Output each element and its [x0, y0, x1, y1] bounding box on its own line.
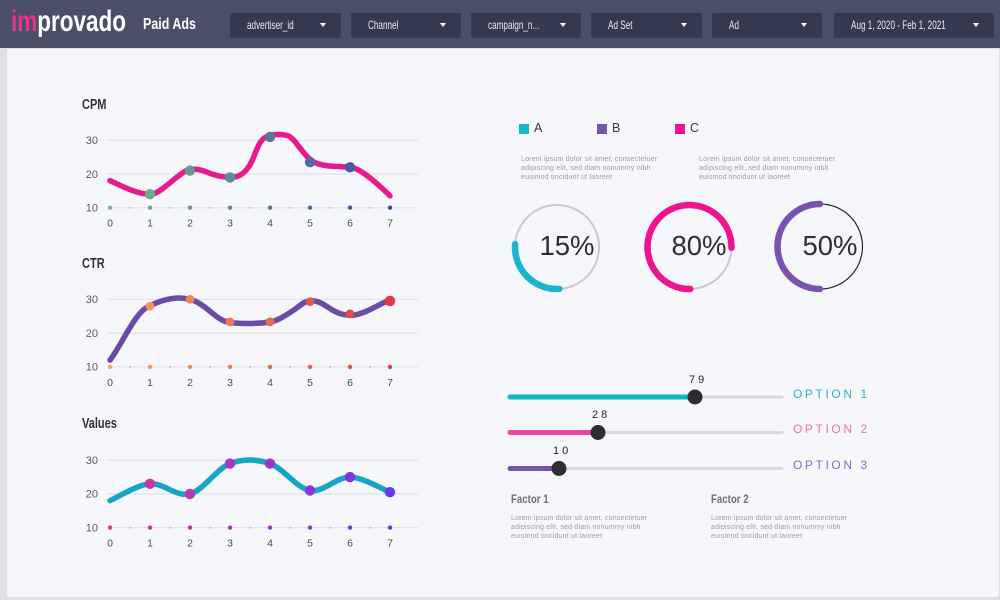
svg-text:3: 3: [227, 377, 233, 389]
svg-text:4: 4: [267, 377, 273, 389]
svg-text:20: 20: [86, 328, 98, 340]
svg-text:6: 6: [347, 377, 353, 389]
svg-text:10: 10: [86, 203, 98, 215]
svg-text:0: 0: [107, 538, 113, 550]
svg-text:4: 4: [267, 218, 273, 230]
svg-text:10: 10: [86, 522, 98, 534]
svg-text:20: 20: [86, 169, 98, 181]
svg-text:0: 0: [107, 218, 113, 230]
svg-text:30: 30: [86, 455, 98, 467]
svg-text:2: 2: [187, 377, 193, 389]
svg-text:6: 6: [347, 538, 353, 550]
svg-text:30: 30: [86, 135, 98, 147]
svg-text:30: 30: [86, 294, 98, 306]
svg-text:3: 3: [227, 538, 233, 550]
svg-text:3: 3: [227, 218, 233, 230]
svg-text:7: 7: [387, 218, 393, 230]
svg-text:6: 6: [347, 218, 353, 230]
svg-text:20: 20: [86, 489, 98, 501]
svg-text:0: 0: [107, 377, 113, 389]
svg-text:5: 5: [307, 218, 313, 230]
svg-text:2: 2: [187, 218, 193, 230]
svg-text:1: 1: [147, 377, 153, 389]
svg-text:7: 7: [387, 377, 393, 389]
svg-text:5: 5: [307, 377, 313, 389]
svg-text:5: 5: [307, 538, 313, 550]
svg-text:1: 1: [147, 538, 153, 550]
svg-text:2: 2: [187, 538, 193, 550]
svg-text:7: 7: [387, 538, 393, 550]
svg-text:10: 10: [86, 362, 98, 374]
svg-text:1: 1: [147, 218, 153, 230]
svg-text:4: 4: [267, 538, 273, 550]
